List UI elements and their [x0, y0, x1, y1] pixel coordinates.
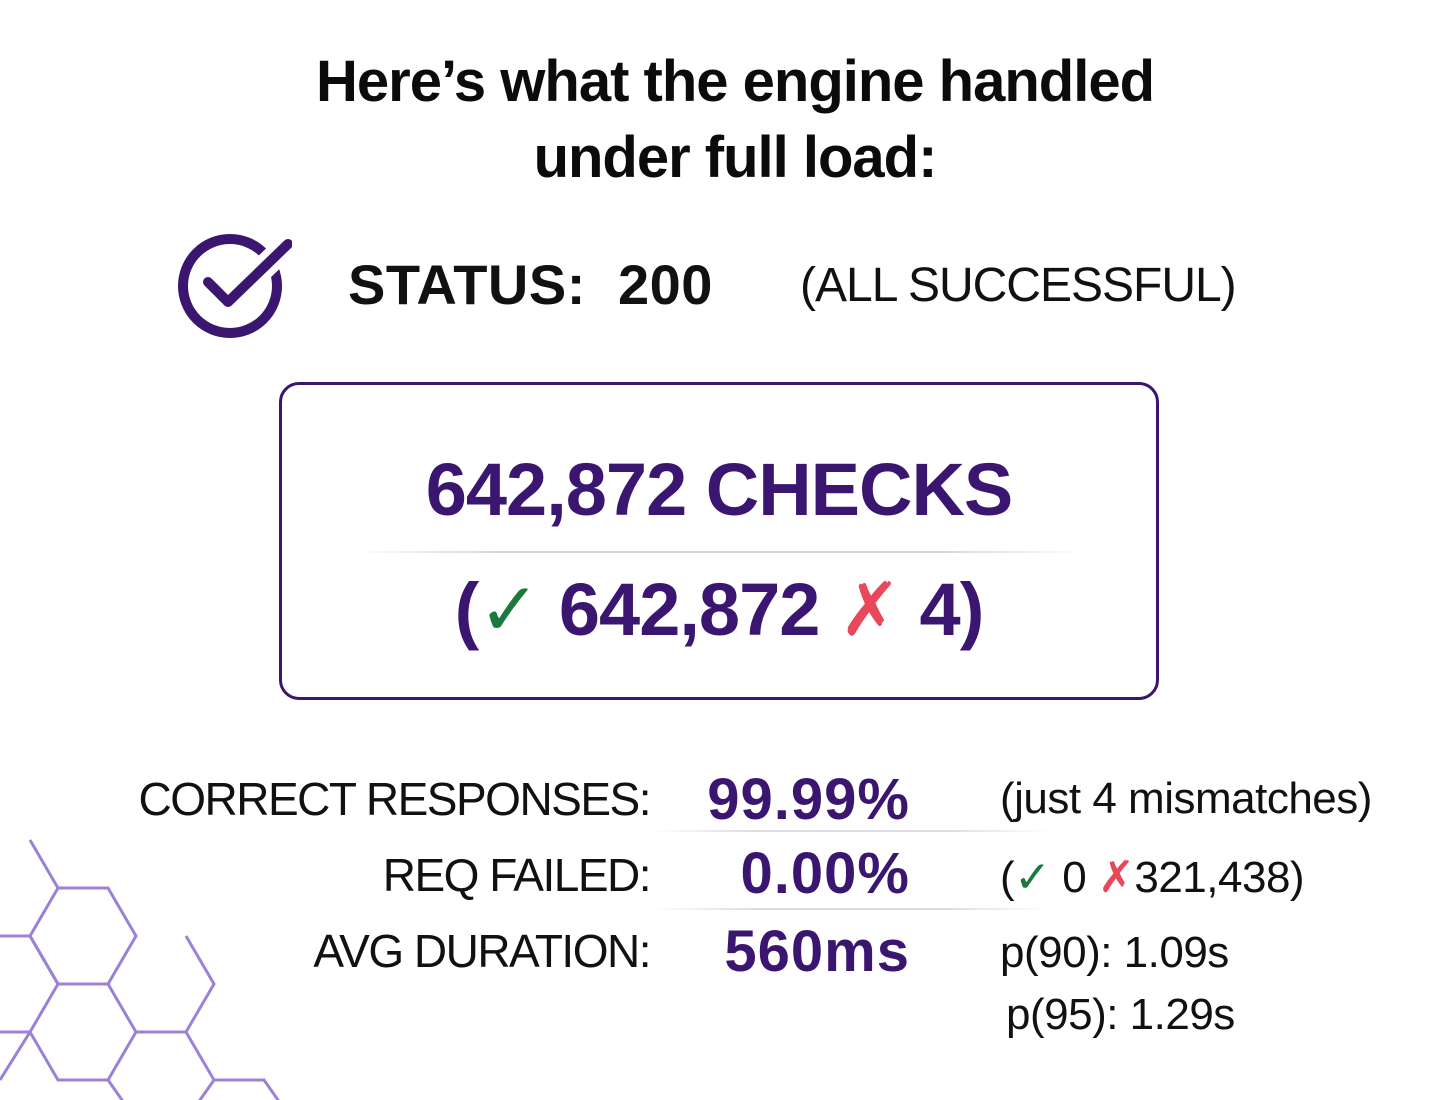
note-open-paren: ( — [1000, 853, 1015, 902]
cross-icon: ✗ — [838, 568, 901, 651]
cross-icon: ✗ — [1097, 853, 1135, 902]
p90-latency: p(90): 1.09s — [1000, 928, 1229, 977]
correct-responses-label: CORRECT RESPONSES: — [138, 773, 652, 825]
status-note: (ALL SUCCESSFUL) — [800, 259, 1237, 312]
row-divider — [650, 830, 1050, 832]
correct-responses-note: (just 4 mismatches) — [1000, 774, 1372, 823]
checkmark-icon: ✓ — [478, 568, 540, 651]
card-divider — [352, 551, 1086, 553]
status-code: STATUS: 200 — [348, 253, 713, 316]
headline-line-1: Here’s what the engine handled — [315, 49, 1155, 114]
checks-card: 642,872 CHECKS (✓ 642,872 ✗ 4) — [279, 382, 1159, 700]
open-paren: ( — [454, 568, 480, 651]
req-failed-label: REQ FAILED: — [382, 849, 652, 901]
checkmark-icon: ✓ — [1014, 853, 1051, 902]
hexagon-pattern-icon — [0, 839, 280, 1100]
checks-total: 642,872 CHECKS — [425, 448, 1014, 531]
checks-breakdown: (✓ 642,872 ✗ 4) — [282, 567, 1156, 653]
page-headline: Here’s what the engine handled under ful… — [0, 44, 1440, 196]
p95-latency: p(95): 1.29s — [1006, 990, 1235, 1039]
headline-line-2: under full load: — [533, 125, 938, 190]
check-circle-icon — [178, 232, 292, 338]
close-paren: ) — [959, 568, 985, 651]
req-ok-count: 0 — [1062, 853, 1087, 902]
correct-responses-value: 99.99% — [707, 767, 910, 832]
avg-duration-value: 560ms — [724, 919, 910, 984]
req-failed-value: 0.00% — [740, 841, 910, 906]
req-failed-count: 321,438) — [1134, 853, 1305, 902]
checks-failed: 4 — [919, 568, 961, 651]
avg-duration-label: AVG DURATION: — [313, 925, 651, 977]
req-failed-note: (✓ 0 ✗321,438) — [1000, 852, 1305, 903]
checks-passed: 642,872 — [558, 568, 820, 651]
row-divider — [650, 908, 1050, 910]
